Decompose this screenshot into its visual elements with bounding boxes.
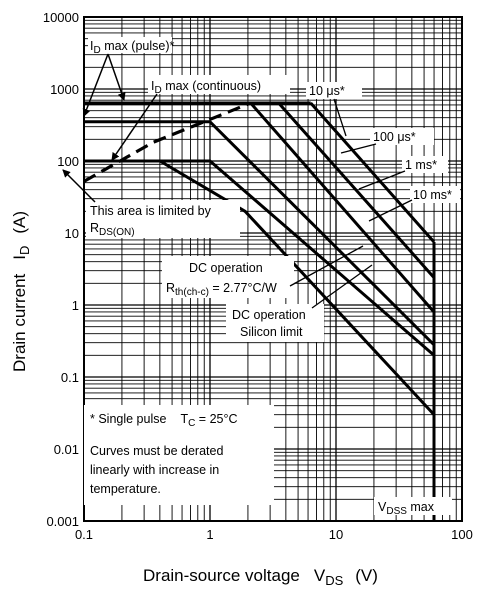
dc2-label-box	[226, 304, 324, 342]
t10ms-label-box	[410, 186, 460, 203]
series-line-9	[84, 159, 436, 416]
x-tick-label: 10	[329, 527, 343, 542]
dc1-label-line1: DC operation	[189, 261, 263, 275]
x-tick-label: 1	[206, 527, 213, 542]
dc2-label-line1: DC operation	[232, 308, 306, 322]
id-cont-arrow	[111, 93, 158, 161]
area-arrow	[62, 169, 96, 203]
series-line-3	[83, 101, 252, 183]
area-label-box	[86, 200, 240, 238]
note-derate-line2: linearly with increase in	[90, 463, 219, 477]
x-tick-labels: 0.1 1 10 100	[75, 527, 473, 542]
dc2-label-line2: Silicon limit	[240, 325, 303, 339]
y-tick-label: 1	[72, 298, 79, 313]
y-tick-label: 10000	[43, 10, 79, 25]
note-derate-line3: temperature.	[90, 482, 161, 496]
dc1-leader	[289, 245, 364, 287]
vdss-label: VDSS max	[378, 500, 435, 517]
area-label-line1: This area is limited by	[90, 204, 212, 218]
t10us-label: 10 μs*	[309, 84, 345, 98]
y-tick-label: 0.001	[46, 514, 79, 529]
t10us-label-box	[306, 82, 362, 99]
area-label-line2: RDS(ON)	[90, 221, 135, 238]
id-pulse-label: ID max (pulse)*	[90, 39, 174, 56]
id-pulse-label-box	[88, 37, 172, 53]
annotations: ID max (pulse)* ID max (continuous) 10 μ…	[90, 39, 452, 517]
y-axis-title: Drain currentID(A)	[10, 211, 32, 372]
x-tick-label: 100	[451, 527, 473, 542]
x-tick-label: 0.1	[75, 527, 93, 542]
id-pulse-arrow-1	[107, 53, 126, 101]
t100us-label-box	[370, 128, 434, 145]
series-line-7	[208, 120, 436, 346]
note-box	[84, 405, 274, 505]
y-tick-label: 0.01	[54, 442, 79, 457]
series-lines	[83, 101, 436, 521]
t100us-label: 100 μs*	[373, 130, 416, 144]
t1ms-label-box	[402, 156, 448, 173]
t1ms-leader	[358, 170, 406, 190]
y-tick-label: 10	[65, 226, 79, 241]
dc1-label-line2: Rth(ch-c) = 2.77°C/W	[166, 281, 277, 298]
x-axis-title: Drain-source voltage VDS (V)	[143, 566, 378, 588]
dc2-leader	[311, 264, 373, 309]
id-cont-label-box	[148, 75, 290, 94]
note-derate-line1: Curves must be derated	[90, 444, 223, 458]
dc1-label-box	[162, 256, 294, 298]
y-tick-label: 100	[57, 154, 79, 169]
t10ms-label: 10 ms*	[413, 188, 452, 202]
id-cont-label: ID max (continuous)	[151, 79, 261, 96]
series-line-5	[277, 102, 436, 279]
annotation-boxes	[84, 37, 460, 515]
id-pulse-arrow-2	[82, 53, 109, 117]
note-single-pulse: * Single pulse TC = 25°C	[90, 412, 238, 429]
y-tick-label: 0.1	[61, 370, 79, 385]
y-tick-labels: 10000 1000 100 10 1 0.1 0.01 0.001	[43, 10, 79, 529]
y-tick-label: 1000	[50, 82, 79, 97]
series-line-4	[309, 102, 436, 243]
vdss-label-box	[374, 497, 452, 515]
t1ms-label: 1 ms*	[405, 158, 437, 172]
t10us-leader	[333, 98, 347, 137]
t10ms-leader	[368, 199, 413, 222]
plot-frame	[83, 16, 463, 522]
leader-arrows	[62, 53, 413, 309]
series-line-6	[249, 102, 436, 313]
t100us-leader	[340, 143, 377, 154]
